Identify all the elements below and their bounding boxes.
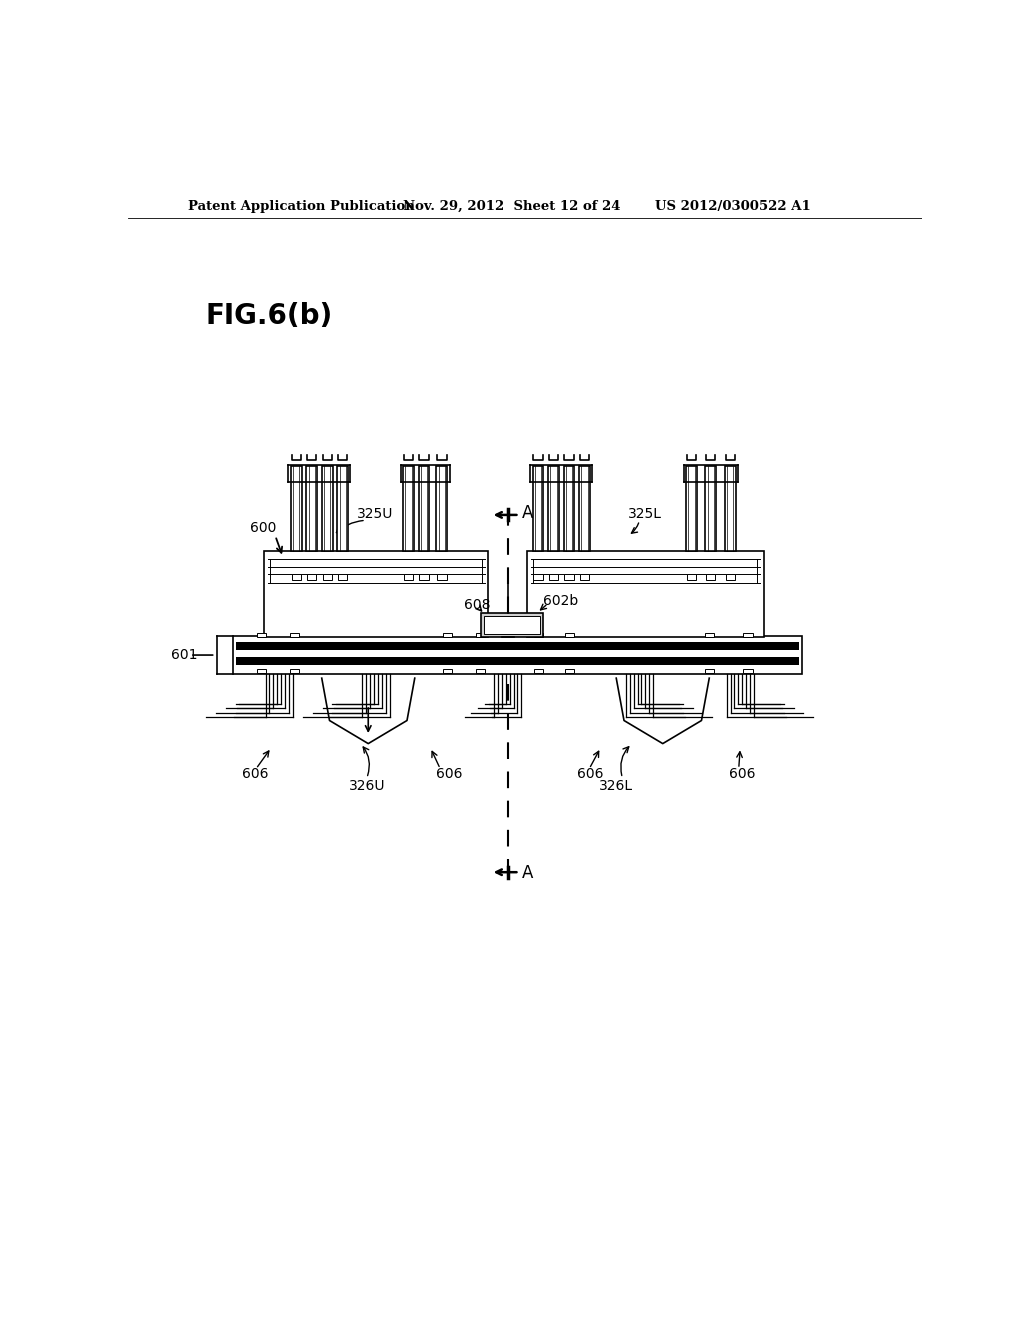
Bar — [323, 574, 332, 581]
Text: 606: 606 — [578, 767, 604, 781]
Text: 600: 600 — [250, 521, 276, 535]
Text: 325U: 325U — [356, 507, 393, 521]
Bar — [743, 669, 753, 673]
Bar — [420, 574, 429, 581]
Bar — [706, 466, 716, 552]
Bar — [532, 466, 544, 552]
Bar — [580, 574, 589, 581]
Bar — [563, 466, 574, 552]
Bar — [579, 466, 590, 552]
Bar — [707, 574, 716, 581]
Bar — [306, 466, 317, 552]
Bar — [307, 574, 316, 581]
Bar — [236, 642, 799, 649]
Bar — [565, 634, 574, 638]
Bar — [548, 466, 559, 552]
Bar — [232, 636, 802, 675]
Bar — [322, 466, 333, 552]
Bar — [476, 634, 485, 638]
Text: 608: 608 — [464, 598, 490, 612]
Bar — [290, 669, 299, 673]
Bar — [437, 574, 446, 581]
Bar — [687, 574, 696, 581]
Text: 601: 601 — [171, 648, 198, 663]
Bar — [705, 634, 714, 638]
Bar — [534, 574, 543, 581]
Bar — [436, 466, 447, 552]
Bar — [403, 574, 414, 581]
Bar — [291, 466, 302, 552]
Bar — [292, 574, 301, 581]
Bar — [743, 634, 753, 638]
Bar — [442, 669, 452, 673]
Bar — [535, 634, 544, 638]
Bar — [403, 466, 414, 552]
Bar — [564, 574, 573, 581]
Text: 326L: 326L — [599, 779, 633, 793]
Bar — [257, 634, 266, 638]
Bar — [290, 634, 299, 638]
Text: Nov. 29, 2012  Sheet 12 of 24: Nov. 29, 2012 Sheet 12 of 24 — [403, 199, 621, 213]
Bar — [476, 669, 485, 673]
Bar — [480, 612, 543, 638]
Bar — [549, 574, 558, 581]
Bar — [442, 634, 452, 638]
Bar — [263, 552, 488, 638]
Bar — [337, 466, 348, 552]
Text: US 2012/0300522 A1: US 2012/0300522 A1 — [655, 199, 811, 213]
Bar — [686, 466, 697, 552]
Text: 602b: 602b — [544, 594, 579, 609]
Text: 606: 606 — [729, 767, 755, 781]
Bar — [527, 552, 764, 638]
Text: 326U: 326U — [348, 779, 385, 793]
Text: A: A — [521, 865, 534, 882]
Text: 325L: 325L — [628, 507, 662, 521]
Text: Patent Application Publication: Patent Application Publication — [188, 199, 415, 213]
Bar — [725, 466, 735, 552]
Bar — [705, 669, 714, 673]
Text: A: A — [521, 504, 534, 521]
Text: 606: 606 — [242, 767, 268, 781]
Bar — [419, 466, 429, 552]
Bar — [338, 574, 347, 581]
Text: 606: 606 — [436, 767, 463, 781]
Bar — [257, 669, 266, 673]
Bar — [483, 615, 540, 635]
Text: FIG.6(b): FIG.6(b) — [206, 302, 333, 330]
Bar — [565, 669, 574, 673]
Bar — [726, 574, 735, 581]
Bar — [236, 657, 799, 665]
Bar — [535, 669, 544, 673]
